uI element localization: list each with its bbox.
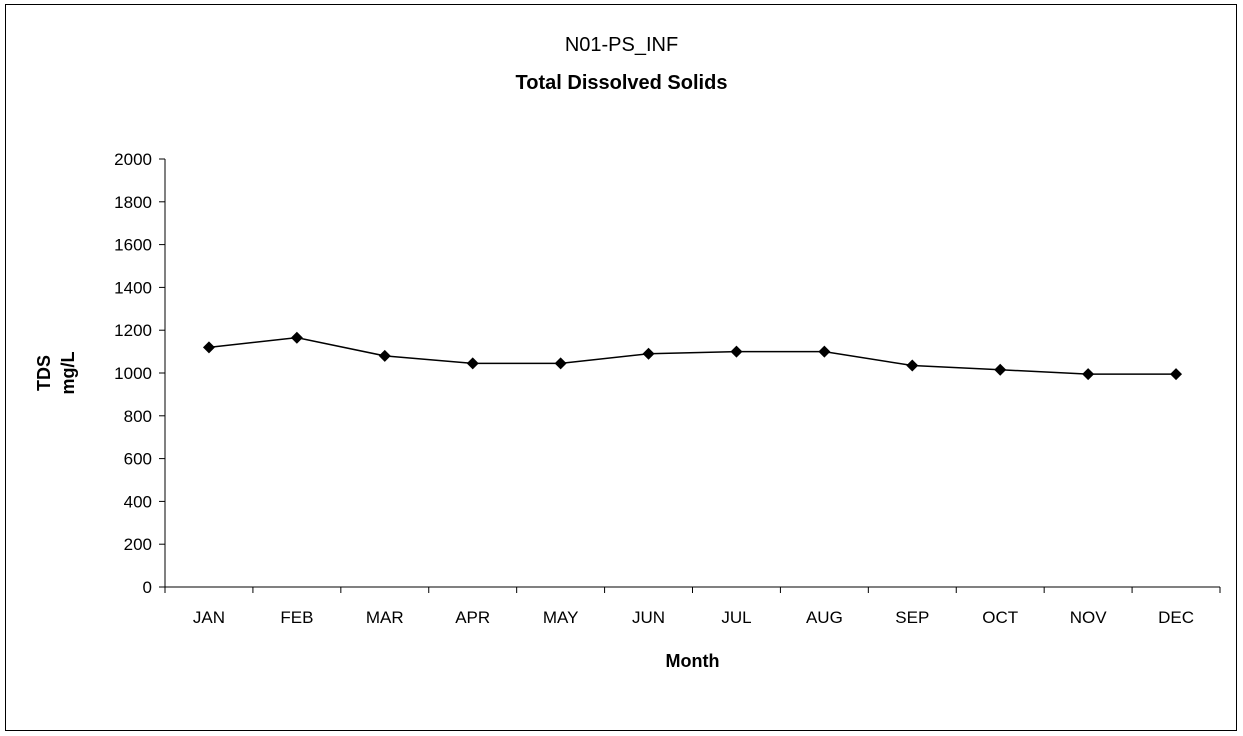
x-tick-label: SEP [895, 608, 929, 627]
x-tick-label: FEB [280, 608, 313, 627]
y-axis-label-line: mg/L [58, 351, 78, 394]
y-ticks: 0 200 400 600 800 1000 1200 1400 1600 1800 2000 [114, 150, 165, 597]
x-tick-label: JAN [193, 608, 225, 627]
x-ticks: JAN FEB MAR APR MAY JUN JUL AUG SEP OCT NOV DEC [164, 587, 1221, 627]
y-tick-label: 2000 [114, 150, 152, 169]
x-tick-label: APR [455, 608, 490, 627]
data-point [1170, 368, 1183, 381]
data-point [642, 347, 655, 360]
y-tick-label: 1000 [114, 364, 152, 383]
y-tick-label: 1200 [114, 321, 152, 340]
y-axis-label: TDS mg/L [34, 351, 78, 394]
x-axis-label: Month [666, 651, 720, 671]
x-tick-label: JUL [721, 608, 751, 627]
x-tick-label: NOV [1070, 608, 1108, 627]
series-group [202, 331, 1183, 381]
x-tick-label: JUN [632, 608, 665, 627]
data-point [730, 345, 743, 358]
data-point [994, 363, 1007, 376]
series-line [208, 336, 1177, 375]
x-tick-label: MAY [543, 608, 579, 627]
data-point [378, 349, 391, 362]
data-point [466, 357, 479, 370]
x-tick-label: AUG [806, 608, 843, 627]
data-point [202, 341, 215, 354]
y-tick-label: 1600 [114, 236, 152, 255]
data-point [290, 331, 303, 344]
y-tick-label: 1400 [114, 278, 152, 297]
data-point [906, 359, 919, 372]
y-tick-label: 400 [124, 492, 152, 511]
y-tick-label: 0 [143, 578, 152, 597]
y-tick-label: 600 [124, 450, 152, 469]
y-tick-label: 1800 [114, 193, 152, 212]
data-point [1082, 368, 1095, 381]
chart-title: N01-PS_INF [564, 34, 679, 56]
x-tick-label: OCT [982, 608, 1018, 627]
data-point [554, 357, 567, 370]
y-tick-label: 200 [124, 535, 152, 554]
x-tick-label: MAR [366, 608, 404, 627]
x-tick-label: DEC [1158, 608, 1194, 627]
y-tick-label: 800 [124, 407, 152, 426]
y-axis-label-line: TDS [34, 355, 54, 391]
chart-subtitle: Total Dissolved Solids [515, 72, 728, 94]
chart-frame [5, 4, 1237, 731]
data-point [818, 345, 831, 358]
